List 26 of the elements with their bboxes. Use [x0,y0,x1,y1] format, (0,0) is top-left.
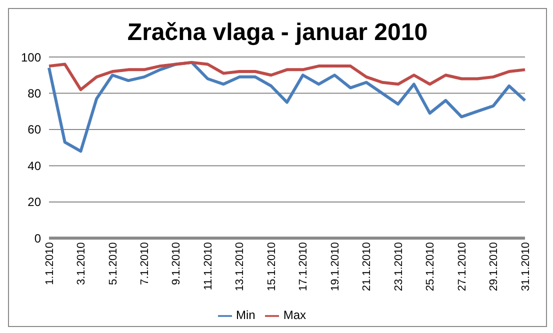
y-tick-label: 20 [28,195,42,210]
line-series [48,60,526,92]
y-tick-label: 0 [34,231,42,246]
x-tick-label: 19.1.2010 [329,242,342,292]
y-tick-label: 40 [28,158,42,173]
x-tick-label: 7.1.2010 [139,242,152,285]
x-tick-label: 15.1.2010 [266,242,278,292]
y-tick-label: 60 [28,122,42,137]
x-tick-label: 21.1.2010 [361,242,374,292]
y-tick-label: 80 [28,86,42,100]
x-tick-label: 27.1.2010 [456,242,468,292]
legend-label: Max [283,308,306,322]
x-tick-label: 25.1.2010 [424,242,437,292]
x-tick-label: 5.1.2010 [107,242,120,285]
legend-label: Min [236,308,256,322]
x-tick-label: 13.1.2010 [234,242,246,292]
x-tick-label: 9.1.2010 [170,242,183,285]
x-tick-label: 29.1.2010 [488,242,500,292]
x-tick-label: 11.1.2010 [202,242,214,290]
x-tick-label: 31.1.2010 [520,242,532,292]
x-tick-label: 3.1.2010 [76,242,88,285]
y-tick-label: 100 [20,50,42,64]
x-tick-label: 1.1.2010 [44,242,56,285]
x-tick-label: 23.1.2010 [392,242,405,292]
x-tick-label: 17.1.2010 [298,242,310,292]
chart-title: Zračna vlaga - januar 2010 [126,19,429,48]
